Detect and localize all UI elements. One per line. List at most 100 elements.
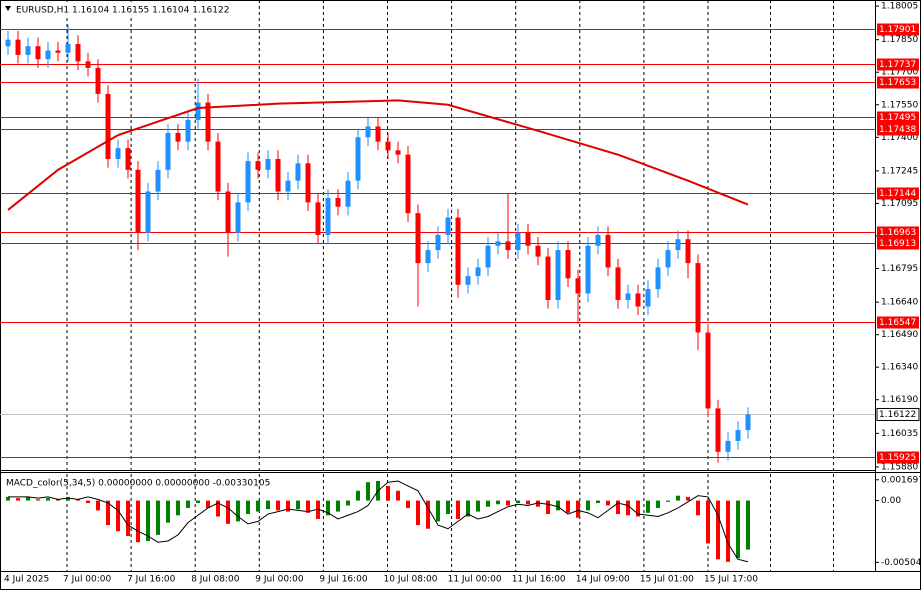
macd-bar xyxy=(716,500,720,560)
candle-body xyxy=(535,245,541,257)
candle-body xyxy=(505,241,511,251)
candle-body xyxy=(685,239,691,264)
y-tick-label: 1.17400 xyxy=(881,133,918,143)
current-price-bg xyxy=(876,407,920,421)
candle-body xyxy=(525,232,531,246)
macd-bar xyxy=(706,500,710,544)
macd-bar xyxy=(576,500,580,518)
x-tick-label: 15 Jul 17:00 xyxy=(704,575,758,585)
y-tick-label: 1.18005 xyxy=(881,2,918,12)
macd-bar xyxy=(146,500,150,541)
candle-body xyxy=(375,126,381,142)
x-tick-label: 7 Jul 16:00 xyxy=(127,575,176,585)
macd-bar xyxy=(746,500,750,550)
candle-body xyxy=(305,163,311,203)
candle-body xyxy=(95,67,101,94)
macd-bar xyxy=(26,496,30,501)
macd-bar xyxy=(276,500,280,511)
macd-bar xyxy=(246,500,250,515)
y-tick-label: 1.16340 xyxy=(881,363,918,373)
candle-body xyxy=(15,39,21,55)
macd-bar xyxy=(336,500,340,512)
candle-body xyxy=(295,163,301,181)
macd-bar xyxy=(236,500,240,522)
candle-body xyxy=(315,202,321,235)
y-tick-label: 0.00 xyxy=(881,496,901,506)
macd-bar xyxy=(366,482,370,501)
candle-body xyxy=(325,198,331,235)
level-label: 1.16913 xyxy=(879,239,916,249)
y-tick-label: 1.16190 xyxy=(881,395,918,405)
level-label-bg xyxy=(877,76,919,89)
macd-bar xyxy=(546,500,550,515)
macd-bar xyxy=(46,498,50,501)
level-label-bg xyxy=(877,58,919,71)
y-tick-label: 1.17550 xyxy=(881,100,918,110)
macd-bar xyxy=(666,500,670,502)
candle-body xyxy=(5,39,11,47)
macd-bar xyxy=(616,500,620,515)
y-tick-label: 1.16795 xyxy=(881,264,918,274)
candle-body xyxy=(265,158,271,170)
candle-body xyxy=(165,132,171,170)
candle-body xyxy=(695,263,701,333)
y-tick-label: 0.0016976 xyxy=(881,475,921,485)
candle-body xyxy=(725,440,731,452)
level-label: 1.17438 xyxy=(879,125,916,135)
current-price-label: 1.16122 xyxy=(879,410,916,420)
level-label-bg xyxy=(877,316,919,329)
macd-bar xyxy=(656,500,660,508)
header-triangle xyxy=(5,6,11,11)
candle-body xyxy=(615,267,621,300)
macd-bar xyxy=(536,500,540,507)
x-tick-label: 7 Jul 00:00 xyxy=(63,575,112,585)
candle-body xyxy=(415,213,421,264)
macd-bar xyxy=(446,500,450,515)
y-tick-label: 1.16490 xyxy=(881,330,918,340)
candle-body xyxy=(545,256,551,300)
macd-bar xyxy=(416,500,420,526)
macd-bar xyxy=(76,499,80,501)
candle-body xyxy=(715,408,721,452)
candle-body xyxy=(255,161,261,170)
macd-bar xyxy=(396,490,400,501)
level-label-bg xyxy=(877,237,919,250)
candle-body xyxy=(455,217,461,285)
candle-body xyxy=(515,232,521,251)
candle-body xyxy=(345,180,351,207)
macd-bar xyxy=(476,500,480,512)
y-tick-label: 1.17850 xyxy=(881,35,918,45)
macd-bar xyxy=(566,500,570,513)
candle-body xyxy=(285,180,291,192)
macd-bar xyxy=(216,500,220,517)
candle-body xyxy=(115,148,121,159)
candle-body xyxy=(735,430,741,441)
level-label-bg xyxy=(877,123,919,136)
level-label-bg xyxy=(877,23,919,36)
macd-bar xyxy=(726,500,730,562)
candle-body xyxy=(65,44,71,53)
candle-body xyxy=(395,150,401,155)
x-tick-label: 11 Jul 00:00 xyxy=(448,575,502,585)
header-bg xyxy=(2,2,224,16)
candle-body xyxy=(335,198,341,207)
moving-average xyxy=(7,99,749,211)
macd-bar xyxy=(736,500,740,559)
y-tick-label: 1.17700 xyxy=(881,68,918,78)
macd-bar xyxy=(156,500,160,535)
y-tick-label: 1.17245 xyxy=(881,166,918,176)
macd-bar xyxy=(96,500,100,511)
macd-bar xyxy=(556,500,560,511)
macd-bar xyxy=(126,500,130,537)
candle-body xyxy=(585,245,591,294)
candle-body xyxy=(635,293,641,307)
macd-bar xyxy=(6,496,10,501)
level-label: 1.16963 xyxy=(879,228,916,238)
macd-bar xyxy=(166,500,170,523)
candle-body xyxy=(555,250,561,300)
candle-body xyxy=(625,293,631,300)
macd-bar xyxy=(636,500,640,517)
x-tick-label: 9 Jul 16:00 xyxy=(319,575,368,585)
candle-body xyxy=(135,169,141,233)
x-tick-label: 11 Jul 16:00 xyxy=(512,575,566,585)
